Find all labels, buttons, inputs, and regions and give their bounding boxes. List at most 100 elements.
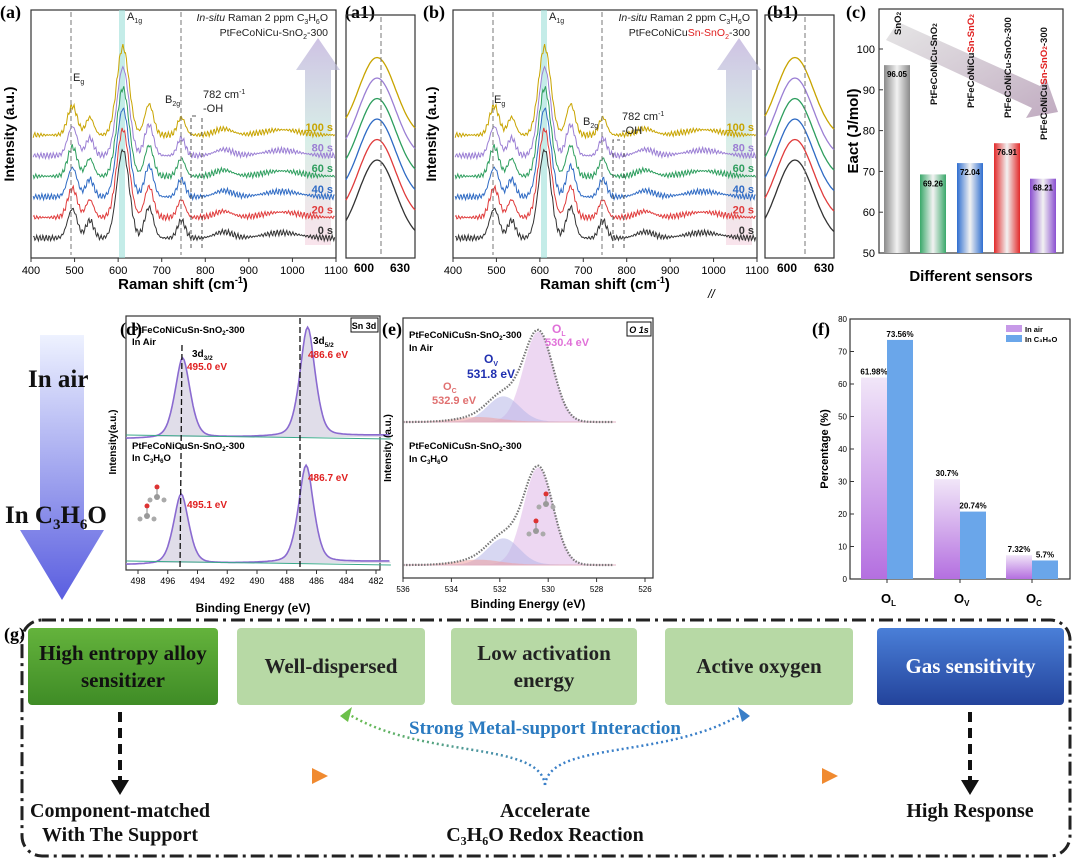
condition-label: In Air bbox=[132, 337, 156, 348]
bars-c: 96.05 69.26 72.04 76.91 68.21 bbox=[884, 65, 1056, 253]
bar-value-label: 72.04 bbox=[960, 168, 981, 177]
bar-value-label: 61.98% bbox=[860, 368, 887, 377]
time-label: 100 s bbox=[726, 122, 754, 134]
x-ticks-a: 400 500 600 700 800 900 1000 1100 bbox=[22, 258, 348, 277]
x-axis-title-c: Different sensors bbox=[909, 268, 1032, 285]
tick-label: 0 bbox=[843, 575, 848, 584]
time-arrow-icon bbox=[717, 38, 761, 245]
tick-label: 80 bbox=[838, 315, 847, 324]
y-axis-title-d: Intensity(a.u.) bbox=[108, 409, 119, 474]
condition-label: In C3H6O bbox=[409, 454, 448, 466]
tick-label: 800 bbox=[196, 265, 214, 277]
time-label: 20 s bbox=[312, 204, 333, 216]
panel-e-frame bbox=[402, 317, 654, 579]
component-peak bbox=[403, 559, 616, 566]
axis-break-mark: // bbox=[707, 287, 716, 301]
category-label: SnO2 bbox=[893, 11, 904, 35]
bar-OL-acetone bbox=[887, 339, 913, 579]
category-main: O bbox=[1026, 591, 1036, 606]
panel-a1: (a1) 600 630 bbox=[345, 2, 416, 275]
panel-g-label: (g) bbox=[4, 624, 25, 645]
legend-label: In C₃H₆O bbox=[1025, 335, 1057, 344]
time-label: 60 s bbox=[733, 163, 754, 175]
arrowhead-icon bbox=[340, 707, 352, 722]
time-labels-a: 0 s 20 s 40 s 60 s 80 s 100 s bbox=[305, 122, 333, 237]
time-labels-b: 0 s 20 s 40 s 60 s 80 s 100 s bbox=[726, 122, 754, 237]
tick-label: 484 bbox=[339, 576, 354, 586]
x-ticks-b: 400 500 600 700 800 900 1000 1100 bbox=[444, 258, 769, 277]
fit-envelope bbox=[126, 325, 390, 439]
peak-3d32-label: 3d3/2 bbox=[192, 349, 213, 362]
panel-f-label: (f) bbox=[812, 319, 830, 340]
tick-label: 526 bbox=[638, 585, 652, 594]
a1g-highlight bbox=[119, 10, 125, 258]
panel-f: (f) 61.98% 73.56% 30.7% 20.74% 7.32% 5.7% 0 10… bbox=[812, 315, 1071, 608]
badge-sn3d bbox=[350, 317, 379, 333]
tick-label: 30 bbox=[838, 478, 847, 487]
category-label-part: 2 bbox=[1006, 36, 1013, 40]
scheme-box-low-activation: Low activation energy bbox=[451, 628, 637, 705]
tick-label: 492 bbox=[220, 576, 235, 586]
acetone-molecule-icon bbox=[526, 518, 546, 537]
oh-label: 782 cm-1 bbox=[203, 89, 245, 101]
bars-f: 61.98% 73.56% 30.7% 20.74% 7.32% 5.7% bbox=[860, 330, 1058, 579]
category-sub: L bbox=[891, 599, 896, 608]
raman-series-60-s bbox=[454, 86, 757, 181]
time-arrow-icon bbox=[296, 38, 340, 245]
bar-value-label: 76.91 bbox=[997, 148, 1018, 157]
panel-g: (g) bbox=[4, 618, 1072, 858]
tick-label: 100 bbox=[857, 44, 875, 56]
category-label: OC bbox=[1026, 591, 1042, 608]
bar-OC-acetone bbox=[1032, 560, 1058, 579]
category-label-part: PtFeCoNiCu-SnO bbox=[1003, 40, 1014, 118]
tick-label: 1000 bbox=[701, 265, 725, 277]
scheme-box-high-entropy: High entropy alloy sensitizer bbox=[28, 628, 218, 705]
scheme-box-gas-sensitivity: Gas sensitivity bbox=[877, 628, 1064, 705]
category-label-part: 2 bbox=[1042, 46, 1049, 50]
curved-arrow-right bbox=[543, 710, 746, 786]
category-label-part: 2 bbox=[932, 23, 939, 27]
tick-label: 488 bbox=[279, 576, 294, 586]
category-label-part: 2 bbox=[969, 14, 976, 18]
tick-label: 20 bbox=[838, 510, 847, 519]
bar-value-label: 5.7% bbox=[1036, 550, 1054, 559]
raman-series-80-s bbox=[32, 65, 336, 161]
bar-OL-air bbox=[861, 377, 887, 579]
bar-value-label: 68.21 bbox=[1033, 184, 1054, 193]
panel-a-label: (a) bbox=[0, 2, 21, 23]
oh-label-2: -OH bbox=[622, 125, 642, 137]
legend-swatch-acetone bbox=[1006, 335, 1022, 342]
eg-label: Eg bbox=[73, 72, 84, 86]
condition-label: In C3H6O bbox=[132, 453, 171, 465]
fit-envelope bbox=[403, 464, 614, 567]
category-sub: C bbox=[1036, 599, 1042, 608]
panel-b-frame bbox=[452, 9, 758, 259]
oh-bracket bbox=[190, 115, 203, 248]
tick-label: 1100 bbox=[324, 265, 348, 277]
raman-inset-curves-b1 bbox=[764, 56, 835, 233]
panel-b1-frame bbox=[764, 14, 835, 259]
raman-series-0-s bbox=[33, 148, 336, 243]
time-label: 100 s bbox=[305, 122, 333, 134]
scheme-center-label: Strong Metal-support Interaction bbox=[409, 718, 681, 739]
tick-label: 50 bbox=[838, 413, 847, 422]
bar-PtFeCoNiCu-SnO2 bbox=[920, 174, 946, 253]
bar-value-label: 20.74% bbox=[959, 502, 986, 511]
b2g-label: B2g bbox=[165, 94, 180, 108]
eg-label: Eg bbox=[494, 94, 505, 108]
side-sub: 6 bbox=[79, 517, 88, 533]
peak-3d52-label: 3d5/2 bbox=[313, 336, 334, 349]
time-label: 0 s bbox=[739, 225, 754, 237]
curved-arrow-left bbox=[344, 710, 547, 786]
raman-series-20-s bbox=[454, 127, 756, 222]
time-label: 80 s bbox=[312, 143, 333, 155]
tick-label: 534 bbox=[445, 585, 459, 594]
scheme-bottom-accelerate: Accelerate C₃H₆O Redox Reaction bbox=[420, 799, 670, 847]
x-axis-title-d: Binding Energy (eV) bbox=[196, 601, 311, 615]
bar-OV-acetone bbox=[960, 511, 986, 579]
tick-label: 600 bbox=[531, 265, 549, 277]
binding-energy-label: 495.0 eV bbox=[187, 362, 227, 373]
inset-series-0-s bbox=[764, 159, 835, 233]
fit-area bbox=[126, 327, 391, 439]
time-label: 0 s bbox=[318, 225, 333, 237]
